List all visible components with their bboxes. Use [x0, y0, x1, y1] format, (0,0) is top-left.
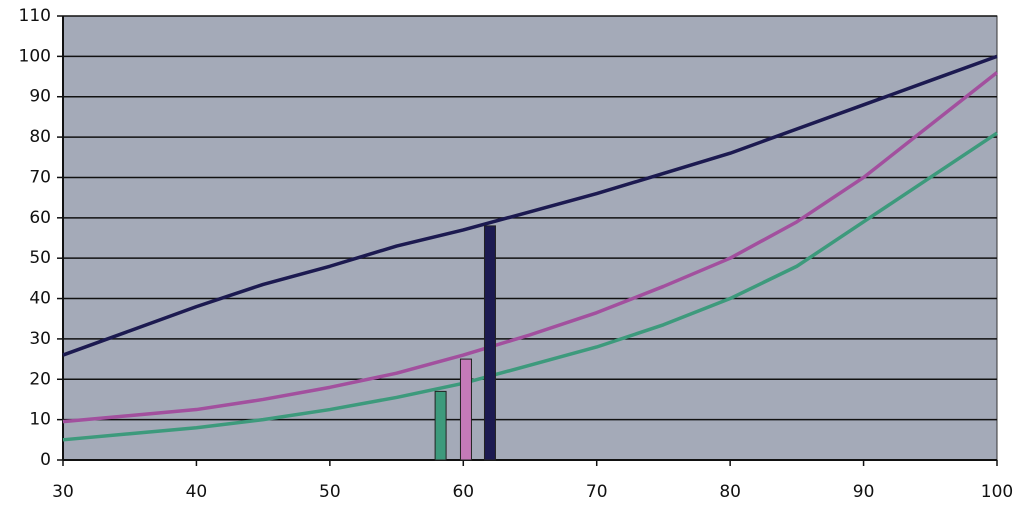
bar	[483, 225, 496, 461]
y-tick-label: 30	[29, 329, 51, 349]
y-tick-label: 100	[19, 46, 51, 66]
y-tick-label: 40	[29, 289, 51, 309]
y-tick-label: 90	[29, 87, 51, 107]
x-tick-label: 40	[186, 482, 208, 502]
y-tick-label: 80	[29, 127, 51, 147]
line	[62, 71, 999, 424]
x-tick-label: 50	[319, 482, 341, 502]
bar	[434, 390, 447, 461]
y-tick-label: 0	[40, 450, 51, 470]
y-tick-label: 110	[19, 6, 51, 26]
x-tick-label: 90	[853, 482, 875, 502]
y-tick-label: 50	[29, 248, 51, 268]
x-tick-label: 100	[981, 482, 1013, 502]
y-tick-label: 20	[29, 369, 51, 389]
y-tick-label: 10	[29, 410, 51, 430]
y-tick-label: 70	[29, 167, 51, 187]
x-tick-label: 30	[52, 482, 74, 502]
bar	[459, 358, 472, 461]
x-tick-label: 80	[719, 482, 741, 502]
line	[62, 131, 998, 442]
plot-area	[62, 15, 998, 461]
line	[62, 54, 998, 357]
x-tick-label: 70	[586, 482, 608, 502]
x-tick-label: 60	[452, 482, 474, 502]
y-tick-label: 60	[29, 208, 51, 228]
